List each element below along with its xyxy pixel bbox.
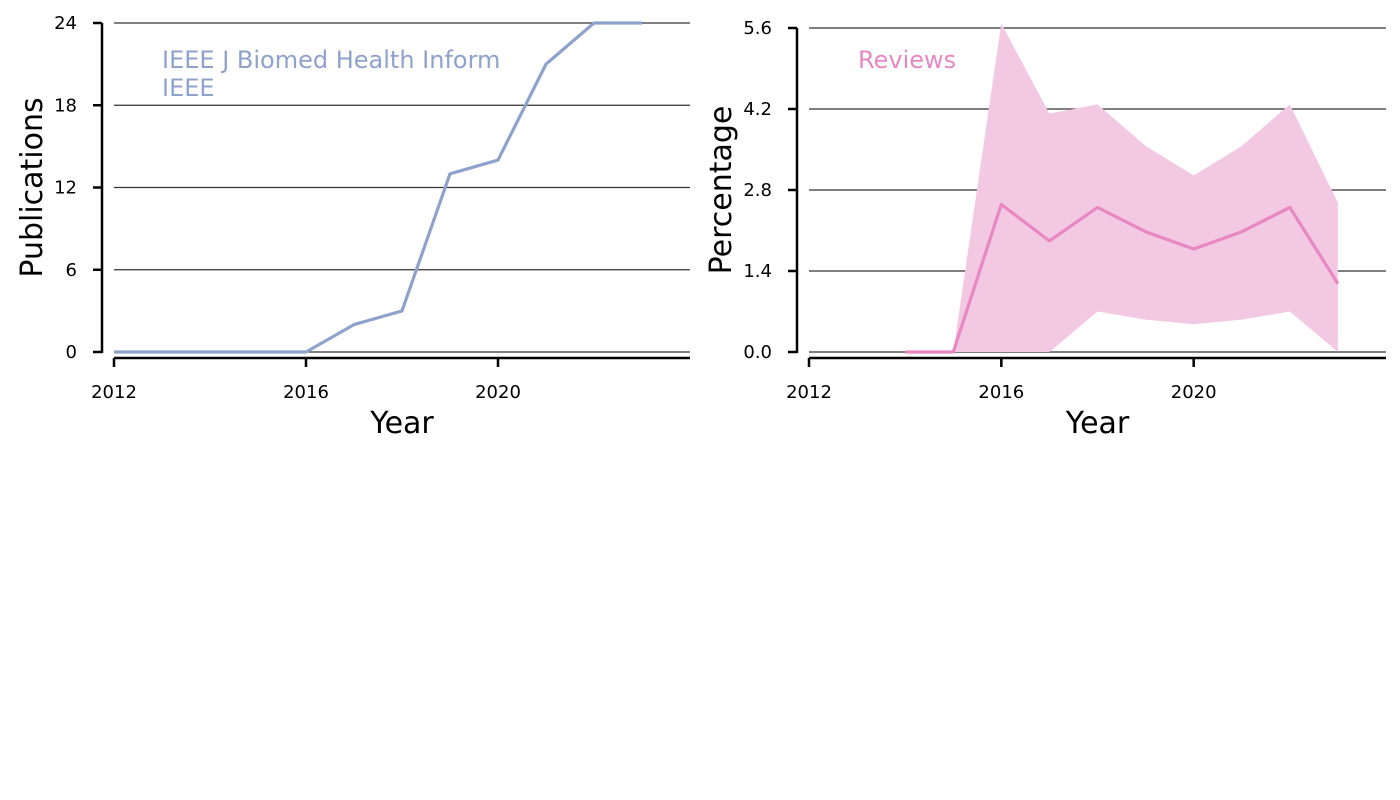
series-line (114, 21, 642, 354)
y-tick-label: 2.8 (743, 180, 772, 201)
confidence-band (905, 23, 1338, 353)
x-tick-label: 2012 (91, 382, 137, 403)
x-tick-label: 2012 (786, 382, 832, 403)
y-tick-label: 0 (66, 342, 77, 363)
y-tick-label: 4.2 (743, 99, 772, 120)
x-tick-label: 2020 (475, 382, 521, 403)
x-axis-title: Year (1065, 406, 1130, 441)
y-tick-label: 5.6 (743, 18, 772, 39)
y-tick-label: 24 (54, 13, 77, 34)
x-tick-label: 2016 (283, 382, 329, 403)
series-annotation: IEEE J Biomed Health Inform (162, 46, 500, 74)
series-annotation: IEEE (162, 74, 215, 102)
y-axis-title: Publications (15, 97, 50, 277)
x-axis-title: Year (369, 406, 434, 441)
y-tick-label: 1.4 (743, 261, 772, 282)
y-tick-label: 6 (66, 260, 77, 281)
y-tick-label: 18 (54, 95, 77, 116)
y-axis-title: Percentage (704, 106, 739, 275)
y-tick-label: 0.0 (743, 342, 772, 363)
publications-chart: 0 6 12 18 24 2012 2016 2020 Year Publications IEEE… (15, 13, 690, 441)
series-line (905, 202, 1340, 354)
x-tick-label: 2016 (978, 382, 1024, 403)
x-tick-label: 2020 (1171, 382, 1217, 403)
percentage-chart: 0.0 1.4 2.8 4.2 5.6 2012 2016 2020 Year Percentag… (704, 18, 1386, 441)
series-annotation: Reviews (858, 46, 956, 74)
y-tick-label: 12 (54, 178, 77, 199)
